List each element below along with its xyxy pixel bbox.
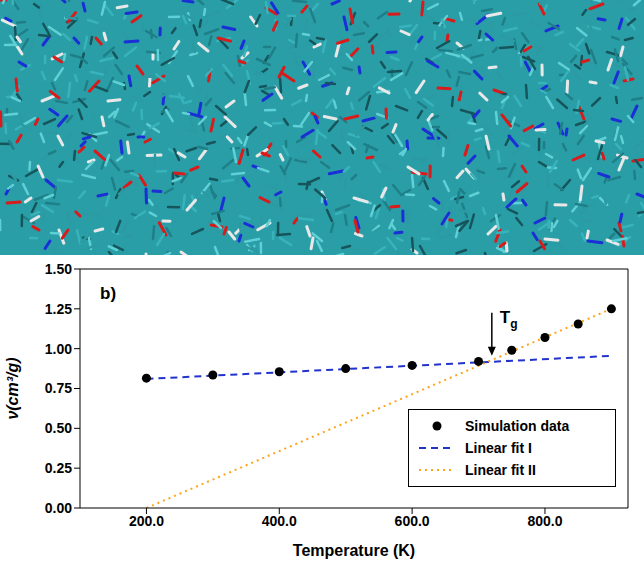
svg-text:800.0: 800.0 <box>527 513 562 529</box>
svg-text:600.0: 600.0 <box>395 513 430 529</box>
svg-text:0.75: 0.75 <box>45 380 72 396</box>
svg-text:1.50: 1.50 <box>45 261 72 277</box>
svg-text:200.0: 200.0 <box>129 513 164 529</box>
html-text:Linear fit I: Linear fit I <box>465 440 532 456</box>
svg-text:0.50: 0.50 <box>45 420 72 436</box>
html-text:b): b) <box>100 284 116 303</box>
svg-text:1.25: 1.25 <box>45 301 72 317</box>
svg-text:ν(cm³/g): ν(cm³/g) <box>4 357 21 419</box>
svg-text:0.25: 0.25 <box>45 460 72 476</box>
svg-text:400.0: 400.0 <box>262 513 297 529</box>
svg-text:Tg: Tg <box>500 308 518 331</box>
svg-text:0.00: 0.00 <box>45 500 72 516</box>
svg-text:1.00: 1.00 <box>45 341 72 357</box>
html-text:Linear fit II: Linear fit II <box>465 462 536 478</box>
html-text:Simulation data: Simulation data <box>465 418 570 434</box>
svg-text:Temperature (K): Temperature (K) <box>293 542 415 559</box>
